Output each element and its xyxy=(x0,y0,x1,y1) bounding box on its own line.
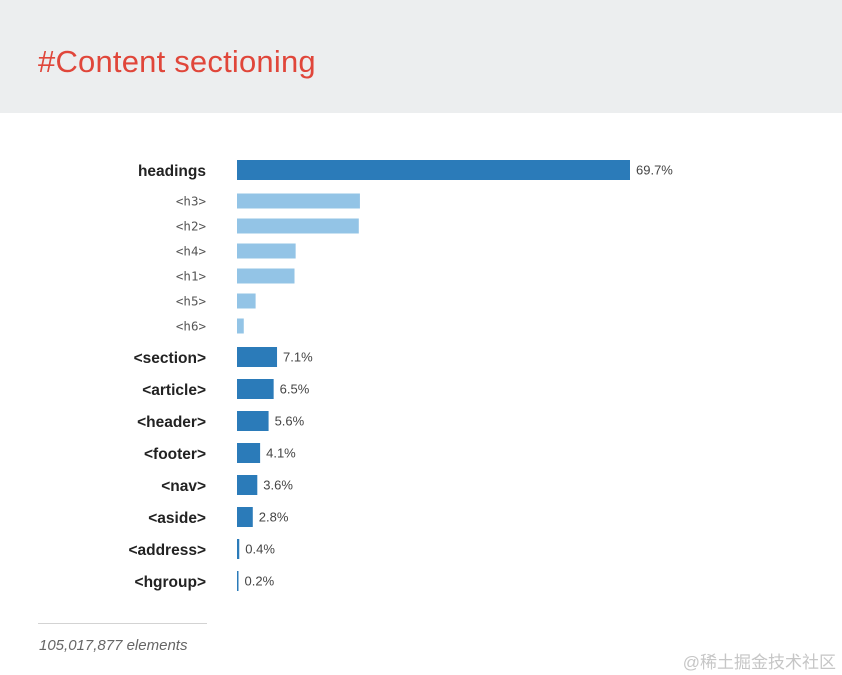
value-label: 69.7% xyxy=(636,163,673,178)
bar-row: <aside> 2.8% xyxy=(148,507,289,527)
category-label: headings xyxy=(138,163,206,180)
category-label: <h1> xyxy=(176,269,206,284)
bar-row: <article> 6.5% xyxy=(142,379,310,399)
bar-row: <header> 5.6% xyxy=(137,411,305,431)
category-label: <h6> xyxy=(176,319,206,334)
category-label: <h4> xyxy=(176,244,206,259)
bar xyxy=(237,411,269,431)
footer-divider xyxy=(38,623,207,624)
value-label: 0.4% xyxy=(245,542,275,557)
bar xyxy=(237,475,258,495)
value-label: 4.1% xyxy=(266,446,296,461)
bar xyxy=(237,571,239,591)
bar-row: <h1> xyxy=(176,268,295,284)
bar xyxy=(237,243,296,259)
bar xyxy=(237,218,359,234)
bar-row: <footer> 4.1% xyxy=(144,443,296,463)
category-label: <footer> xyxy=(144,446,206,463)
bar xyxy=(237,379,274,399)
bar xyxy=(237,193,360,209)
bar-row: <h3> xyxy=(176,193,360,209)
bar xyxy=(237,160,630,180)
category-label: <section> xyxy=(134,350,206,367)
value-label: 7.1% xyxy=(283,350,313,365)
bar xyxy=(237,443,261,463)
category-label: <article> xyxy=(142,382,206,399)
bar-row: <section> 7.1% xyxy=(134,347,313,367)
value-label: 6.5% xyxy=(280,382,310,397)
bar-row: <address> 0.4% xyxy=(128,539,275,559)
category-label: <header> xyxy=(137,414,206,431)
bar-row: <h2> xyxy=(176,218,359,234)
value-label: 5.6% xyxy=(275,414,305,429)
bar-row: <hgroup> 0.2% xyxy=(135,571,275,591)
bar xyxy=(237,347,278,367)
category-label: <h5> xyxy=(176,294,206,309)
header-band: #Content sectioning xyxy=(0,0,842,113)
category-label: <hgroup> xyxy=(135,574,206,591)
page-title: #Content sectioning xyxy=(38,44,316,79)
bar xyxy=(237,268,295,284)
value-label: 2.8% xyxy=(259,510,289,525)
bar-row: <h5> xyxy=(176,293,256,309)
bar-chart: headings 69.7% <h3> <h2> <h4> <h1> <h5> <h6> <se… xyxy=(128,160,673,591)
bar-row: <nav> 3.6% xyxy=(161,475,293,495)
element-count-note: 105,017,877 elements xyxy=(39,637,188,654)
category-label: <address> xyxy=(128,542,206,559)
bar xyxy=(237,507,253,527)
bar xyxy=(237,318,244,334)
category-label: <nav> xyxy=(161,478,206,495)
value-label: 3.6% xyxy=(263,478,293,493)
category-label: <aside> xyxy=(148,510,206,527)
value-label: 0.2% xyxy=(245,574,275,589)
bar-row: <h6> xyxy=(176,318,244,334)
watermark-text: @稀土掘金技术社区 xyxy=(682,653,836,672)
category-label: <h2> xyxy=(176,219,206,234)
bar xyxy=(237,293,256,309)
category-label: <h3> xyxy=(176,194,206,209)
bar xyxy=(237,539,240,559)
bar-row: headings 69.7% xyxy=(138,160,673,180)
bar-row: <h4> xyxy=(176,243,296,259)
